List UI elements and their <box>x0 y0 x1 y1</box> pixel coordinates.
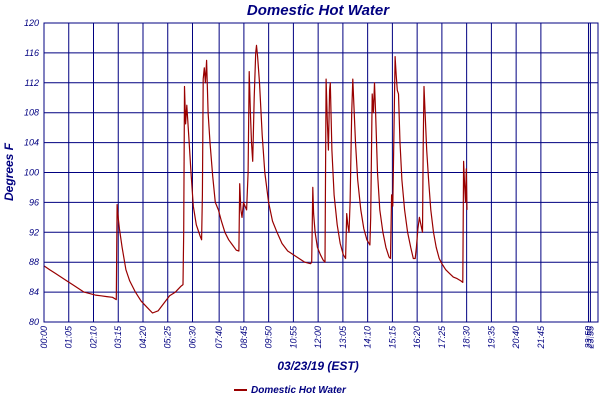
x-tick-label: 02:10 <box>88 326 98 349</box>
x-tick-label: 07:40 <box>214 326 224 349</box>
y-tick-label: 96 <box>29 197 39 207</box>
x-tick-label: 18:30 <box>462 326 472 349</box>
x-tick-label: 03:15 <box>113 325 123 349</box>
grid <box>43 22 598 323</box>
x-tick-label: 00:00 <box>39 326 49 349</box>
x-tick-label: 16:20 <box>412 326 422 349</box>
y-tick-label: 120 <box>24 18 39 28</box>
chart-title: Domestic Hot Water <box>247 2 390 19</box>
plot-frame <box>43 22 599 323</box>
y-tick-labels: 80 84 88 92 96 100 104 108 112 116 120 <box>24 18 39 327</box>
x-axis-title: 03/23/19 (EST) <box>277 359 358 373</box>
y-tick-label: 80 <box>29 317 39 327</box>
x-tick-labels: 00:00 01:05 02:10 03:15 04:20 05:25 06:30 07:40… <box>39 325 595 350</box>
x-tick-label: 14:10 <box>363 326 373 349</box>
x-tick-label: 10:55 <box>288 325 298 349</box>
x-tick-label: 23:55 <box>585 325 595 350</box>
y-tick-label: 104 <box>24 138 39 148</box>
series-line <box>43 44 468 314</box>
y-tick-label: 108 <box>24 108 39 118</box>
x-tick-label: 17:25 <box>437 325 447 349</box>
x-tick-label: 13:05 <box>338 325 348 349</box>
x-tick-label: 06:30 <box>187 326 197 349</box>
x-tick-label: 20:40 <box>511 326 521 350</box>
x-tick-label: 09:50 <box>264 326 274 349</box>
y-tick-label: 112 <box>25 78 39 88</box>
x-tick-label: 04:20 <box>138 326 148 349</box>
x-tick-label: 01:05 <box>64 325 74 349</box>
x-tick-label: 12:00 <box>313 326 323 349</box>
y-tick-label: 116 <box>25 48 39 58</box>
x-tick-label: 23:50 <box>583 326 593 350</box>
x-tick-label: 08:45 <box>239 325 249 349</box>
y-tick-label: 84 <box>29 287 39 297</box>
legend: Domestic Hot Water <box>234 385 347 396</box>
x-tick-label: 05:25 <box>163 325 173 349</box>
y-tick-label: 92 <box>29 227 39 237</box>
x-tick-label: 21:45 <box>536 325 546 350</box>
y-axis-title: Degrees F <box>2 142 16 201</box>
y-tick-label: 88 <box>29 257 39 267</box>
series-lines <box>43 44 468 314</box>
y-tick-label: 100 <box>24 168 39 178</box>
legend-label: Domestic Hot Water <box>251 385 347 396</box>
x-tick-label: 15:15 <box>387 325 397 349</box>
x-tick-label: 19:35 <box>486 325 496 349</box>
